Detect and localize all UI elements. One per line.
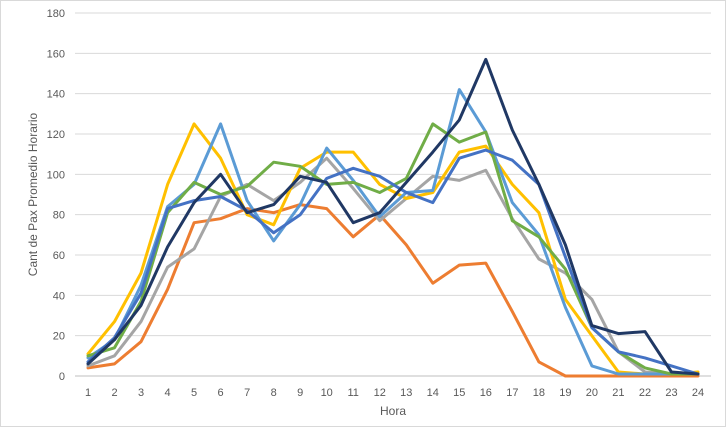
series-line-5 bbox=[86, 122, 700, 376]
series-layer bbox=[86, 57, 700, 378]
x-tick-label: 2 bbox=[111, 387, 117, 399]
x-tick-label: 23 bbox=[665, 387, 677, 399]
grid-layer bbox=[75, 12, 711, 377]
y-tick-label: 40 bbox=[53, 290, 65, 302]
x-tick-label: 21 bbox=[612, 387, 624, 399]
x-tick-label: 18 bbox=[533, 387, 545, 399]
y-tick-label: 100 bbox=[47, 169, 65, 181]
x-tick-label: 9 bbox=[297, 387, 303, 399]
x-tick-label: 15 bbox=[453, 387, 465, 399]
x-tick-label: 22 bbox=[639, 387, 651, 399]
y-axis-title: Cant de Pax Promedio Horario bbox=[26, 112, 40, 276]
x-tick-label: 8 bbox=[271, 387, 277, 399]
y-tick-label: 160 bbox=[47, 48, 65, 60]
x-tick-label: 10 bbox=[321, 387, 333, 399]
series-line-1 bbox=[86, 203, 700, 378]
y-tick-label: 120 bbox=[47, 129, 65, 141]
x-tick-label: 5 bbox=[191, 387, 197, 399]
x-tick-label: 19 bbox=[559, 387, 571, 399]
series-line-6 bbox=[86, 148, 700, 376]
y-tick-label: 20 bbox=[53, 331, 65, 343]
x-tick-label: 12 bbox=[374, 387, 386, 399]
x-tick-label: 3 bbox=[138, 387, 144, 399]
series-line-3 bbox=[86, 122, 700, 376]
x-tick-label: 7 bbox=[244, 387, 250, 399]
y-tick-label: 140 bbox=[47, 89, 65, 101]
y-tick-label: 80 bbox=[53, 210, 65, 222]
series-line-7 bbox=[86, 57, 700, 376]
x-tick-label: 24 bbox=[692, 387, 704, 399]
x-tick-label: 13 bbox=[400, 387, 412, 399]
x-tick-label: 17 bbox=[506, 387, 518, 399]
x-tick-label: 11 bbox=[348, 387, 359, 399]
x-tick-label: 1 bbox=[85, 387, 91, 399]
y-tick-label: 60 bbox=[53, 250, 65, 262]
x-tick-label: 6 bbox=[218, 387, 224, 399]
x-tick-label: 16 bbox=[480, 387, 492, 399]
series-line-2 bbox=[86, 156, 700, 376]
x-tick-label: 4 bbox=[165, 387, 171, 399]
x-tick-label: 20 bbox=[586, 387, 598, 399]
y-tick-label: 0 bbox=[59, 371, 65, 383]
x-tick-label: 14 bbox=[427, 387, 439, 399]
y-tick-label: 180 bbox=[47, 8, 65, 20]
x-axis-title: Hora bbox=[380, 404, 406, 418]
